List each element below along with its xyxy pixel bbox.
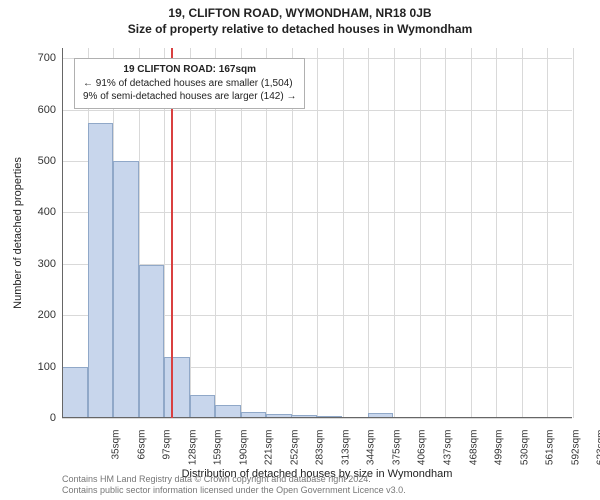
histogram-bar [164,357,190,418]
gridline-v [420,48,421,418]
y-tick-label: 600 [16,104,56,116]
gridline-v [445,48,446,418]
histogram-bar [113,161,139,418]
footer-line-1: Contains HM Land Registry data © Crown c… [62,474,406,485]
gridline-v [522,48,523,418]
y-axis-label: Number of detached properties [12,157,24,309]
info-box-line-1: ← 91% of detached houses are smaller (1,… [83,77,296,91]
y-tick-label: 100 [16,361,56,373]
x-tick-label: 468sqm [468,430,479,480]
gridline-v [496,48,497,418]
plot-region: 010020030040050060070035sqm66sqm97sqm128… [62,48,572,418]
gridline-v [573,48,574,418]
histogram-bar [190,395,216,418]
gridline-v [394,48,395,418]
footer-attribution: Contains HM Land Registry data © Crown c… [62,474,406,497]
y-tick-label: 700 [16,52,56,64]
footer-line-2: Contains public sector information licen… [62,485,406,496]
x-tick-label: 592sqm [570,430,581,480]
info-box: 19 CLIFTON ROAD: 167sqm← 91% of detached… [74,58,305,109]
y-tick-label: 0 [16,412,56,424]
gridline-v [471,48,472,418]
x-tick-label: 35sqm [111,430,122,480]
info-box-header: 19 CLIFTON ROAD: 167sqm [83,63,296,77]
x-tick-label: 66sqm [136,430,147,480]
gridline-h [62,418,572,419]
x-tick-label: 561sqm [545,430,556,480]
title-block: 19, CLIFTON ROAD, WYMONDHAM, NR18 0JB Si… [0,0,600,37]
gridline-v [547,48,548,418]
x-tick-label: 623sqm [596,430,600,480]
info-box-line-2: 9% of semi-detached houses are larger (1… [83,90,296,104]
title-subtitle: Size of property relative to detached ho… [0,22,600,38]
x-tick-label: 97sqm [162,430,173,480]
y-axis-line [62,48,63,418]
gridline-v [343,48,344,418]
x-axis-line [62,417,572,418]
x-tick-label: 530sqm [519,430,530,480]
gridline-v [368,48,369,418]
gridline-v [317,48,318,418]
chart-area: 010020030040050060070035sqm66sqm97sqm128… [62,48,572,418]
y-tick-label: 200 [16,309,56,321]
histogram-bar [88,123,114,418]
title-address: 19, CLIFTON ROAD, WYMONDHAM, NR18 0JB [0,6,600,22]
histogram-bar [139,265,165,418]
histogram-bar [62,367,88,418]
x-tick-label: 499sqm [494,430,505,480]
